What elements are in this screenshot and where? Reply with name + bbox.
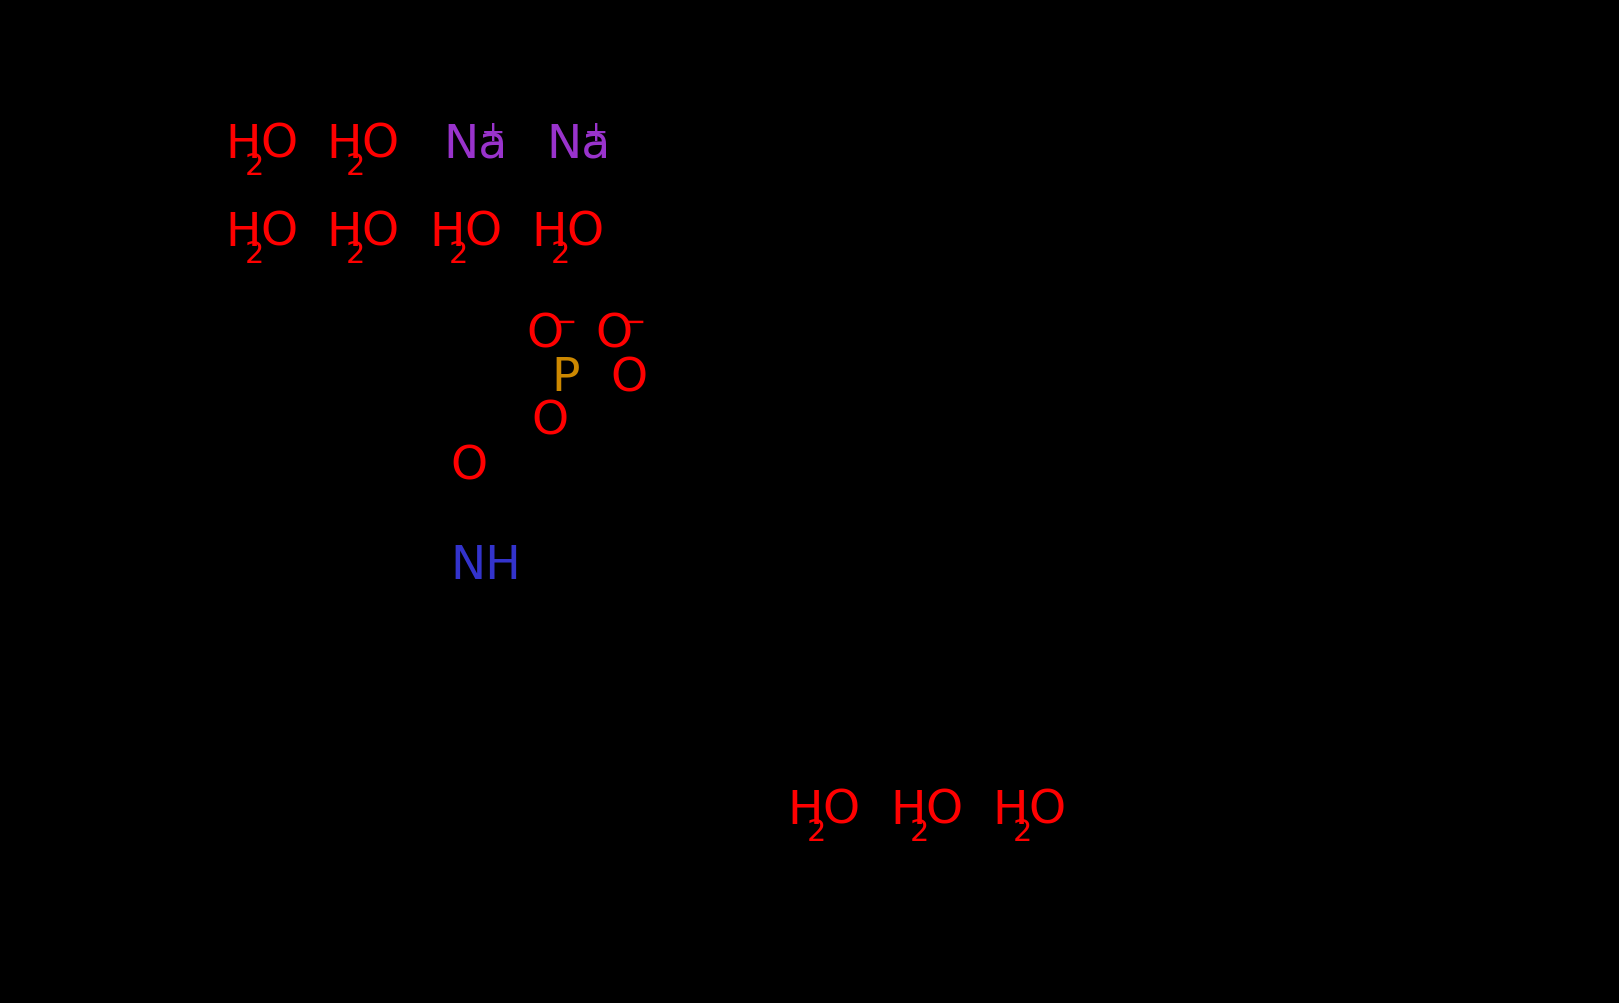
Text: O: O: [261, 211, 298, 256]
Text: Na: Na: [444, 122, 507, 168]
Text: Na: Na: [546, 122, 610, 168]
Text: O: O: [361, 122, 398, 168]
Text: O: O: [610, 356, 648, 400]
Text: −: −: [622, 309, 646, 336]
Text: O: O: [596, 313, 633, 357]
Text: 2: 2: [910, 817, 929, 847]
Text: O: O: [526, 313, 563, 357]
Text: P: P: [550, 356, 580, 400]
Text: H: H: [531, 211, 567, 256]
Text: 2: 2: [550, 240, 570, 269]
Text: +: +: [481, 118, 505, 146]
Text: H: H: [225, 211, 261, 256]
Text: H: H: [327, 122, 363, 168]
Text: H: H: [327, 211, 363, 256]
Text: 2: 2: [448, 240, 468, 269]
Text: NH: NH: [450, 544, 521, 589]
Text: O: O: [465, 211, 502, 256]
Text: H: H: [787, 788, 822, 833]
Text: 2: 2: [806, 817, 826, 847]
Text: −: −: [552, 309, 576, 336]
Text: 2: 2: [346, 240, 366, 269]
Text: O: O: [361, 211, 398, 256]
Text: O: O: [822, 788, 860, 833]
Text: O: O: [450, 444, 487, 489]
Text: H: H: [225, 122, 261, 168]
Text: O: O: [924, 788, 962, 833]
Text: +: +: [584, 118, 609, 146]
Text: O: O: [567, 211, 604, 256]
Text: H: H: [890, 788, 926, 833]
Text: 2: 2: [346, 151, 366, 181]
Text: H: H: [992, 788, 1028, 833]
Text: 2: 2: [244, 151, 264, 181]
Text: O: O: [261, 122, 298, 168]
Text: O: O: [1028, 788, 1065, 833]
Text: 2: 2: [244, 240, 264, 269]
Text: O: O: [531, 399, 568, 444]
Text: 2: 2: [1012, 817, 1031, 847]
Text: H: H: [429, 211, 465, 256]
